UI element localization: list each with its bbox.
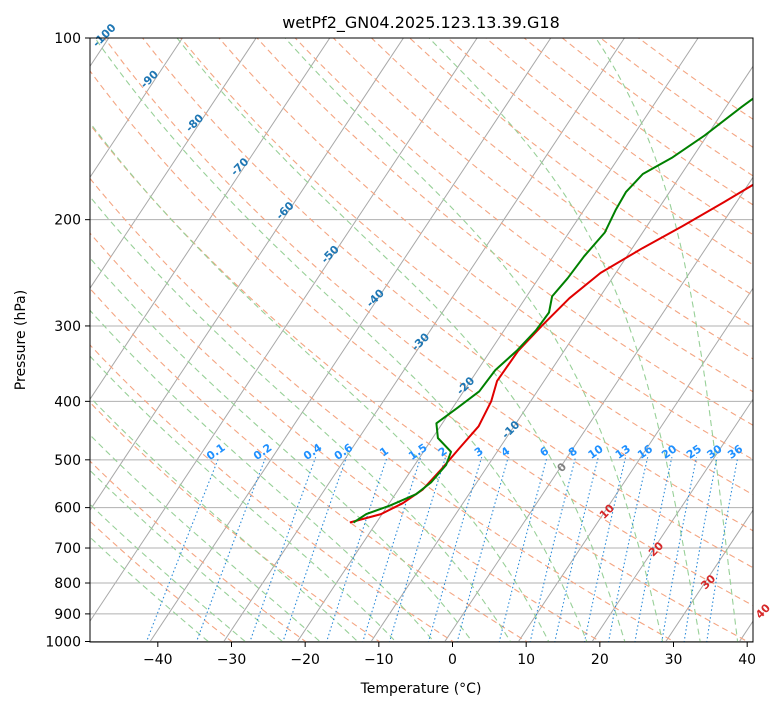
moist-adiabat-line [90, 434, 322, 642]
moist-adiabat-line [284, 38, 664, 642]
dry-adiabat-line [180, 38, 753, 496]
mixing-ratio-line [607, 457, 649, 642]
moist-adiabat-line [90, 355, 397, 642]
dry-adiabat-line [90, 123, 750, 642]
x-tick-label: 30 [665, 652, 683, 668]
y-tick-label: 300 [54, 319, 81, 335]
y-tick-label: 200 [54, 213, 81, 229]
moist-adiabat-line [90, 257, 474, 642]
moist-adiabat-line [90, 309, 435, 642]
moist-adiabat-line [90, 396, 359, 642]
moist-adiabat-line [90, 121, 550, 642]
mixing-ratio-line [683, 457, 718, 642]
dry-adiabat-line [409, 38, 753, 297]
moist-adiabat-line [595, 38, 739, 642]
x-tick-label: 20 [591, 652, 609, 668]
y-tick-label: 700 [54, 541, 81, 557]
mixing-ratio-line [325, 457, 388, 642]
x-tick-label: 10 [517, 652, 535, 668]
dry-adiabat-line [142, 38, 753, 532]
isotherm-line [90, 38, 404, 512]
isotherm-line [517, 287, 753, 642]
y-tick-label: 800 [54, 576, 81, 592]
isotherm-line [223, 38, 625, 642]
isotherm-line [296, 38, 699, 642]
isotherm-line [90, 38, 478, 623]
mixing-ratio-line [661, 457, 698, 642]
moist-adiabat-line [90, 195, 512, 642]
x-axis-title: Temperature (°C) [360, 681, 482, 697]
dry-adiabat-line [90, 177, 676, 642]
x-tick-label: −30 [217, 652, 247, 668]
x-tick-label: −10 [364, 652, 394, 668]
isotherm-line [90, 38, 331, 401]
mixing-ratio-line [456, 457, 509, 642]
mixing-ratio-line [249, 457, 317, 642]
temperature-profile-line [349, 183, 753, 524]
mixing-ratio-line [282, 457, 348, 642]
mixing-ratio-line [362, 457, 422, 642]
dry-adiabat-label: 40 [753, 601, 773, 621]
dry-adiabat-line [90, 70, 753, 607]
y-tick-label: 100 [54, 31, 81, 47]
dry-adiabat-line [90, 460, 308, 642]
background-lines [90, 38, 753, 642]
mixing-ratio-line [554, 457, 599, 642]
dry-adiabat-line [256, 38, 753, 426]
y-tick-label: 400 [54, 394, 81, 410]
mixing-ratio-line [427, 457, 483, 642]
mixing-ratio-line [706, 457, 739, 642]
mixing-ratio-line [583, 457, 627, 642]
moist-adiabat-line [94, 38, 588, 642]
dry-adiabat-line [90, 287, 529, 642]
x-tick-label: −20 [290, 652, 320, 668]
y-tick-label: 500 [54, 453, 81, 469]
dewpoint-profile-line [352, 97, 753, 524]
moist-adiabat-line [428, 38, 701, 642]
isotherm-line [444, 176, 753, 642]
y-tick-label: 900 [54, 607, 81, 623]
profile-lines [349, 97, 753, 524]
moist-adiabat-line [90, 469, 284, 642]
y-axis-title: Pressure (hPa) [13, 290, 29, 390]
dry-adiabat-line [90, 232, 603, 642]
dry-adiabat-line [103, 38, 753, 569]
chart-title: wetPf2_GN04.2025.123.13.39.G18 [282, 13, 560, 33]
dry-adiabat-line [218, 38, 753, 461]
y-tick-label: 600 [54, 501, 81, 517]
x-tick-label: 40 [738, 652, 756, 668]
isotherm-line [90, 38, 257, 290]
x-tick-label: 0 [448, 652, 457, 668]
isotherm-line [665, 509, 753, 642]
mixing-ratio-line [498, 457, 548, 642]
dry-adiabat-line [90, 344, 455, 642]
y-tick-label: 1000 [45, 635, 81, 651]
mixing-ratio-line [634, 457, 673, 642]
plot-background [90, 38, 753, 642]
isotherm-line [370, 65, 753, 642]
isotherm-line [591, 398, 753, 642]
mixing-ratio-line [529, 457, 577, 642]
isotherm-line [90, 38, 183, 179]
x-tick-label: −40 [143, 652, 173, 668]
plot-frame [89, 37, 754, 643]
moist-adiabat-line [176, 38, 626, 642]
axes: −40−30−20−100102030405010020030040050060… [45, 31, 756, 668]
mixing-ratio-line [388, 457, 447, 642]
